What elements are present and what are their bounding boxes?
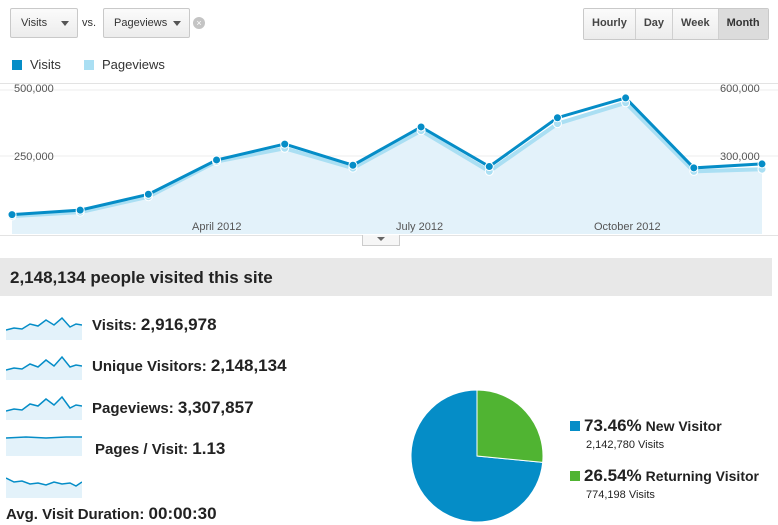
- hourly-button[interactable]: Hourly: [584, 9, 635, 39]
- metric-select-compare-value: Pageviews: [114, 17, 168, 29]
- legend-label-pageviews: Pageviews: [102, 57, 165, 72]
- visits-point-3: [212, 155, 222, 165]
- y-tick-left-500000: 500,000: [14, 83, 54, 95]
- metric-unique-visitors: Unique Visitors: 2,148,134: [92, 356, 287, 376]
- day-button[interactable]: Day: [634, 9, 673, 39]
- visits-point-10: [689, 163, 699, 173]
- summary-banner: 2,148,134 people visited this site: [0, 258, 772, 296]
- metric-avg-visit-duration-label: Avg. Visit Duration:: [6, 506, 145, 523]
- metric-visits-label: Visits:: [92, 317, 137, 334]
- granularity-toggle: Hourly Day Week Month: [583, 8, 769, 40]
- line-chart: [0, 89, 778, 234]
- x-tick-october-2012: October 2012: [594, 221, 661, 233]
- visits-point-9: [621, 93, 631, 103]
- visits-point-0: [7, 210, 17, 220]
- y-tick-left-250000: 250,000: [14, 151, 54, 163]
- visits-point-1: [75, 205, 85, 215]
- legend-swatch-visits: [12, 60, 22, 70]
- avg-visit-duration-sparkline: [6, 477, 82, 498]
- metric-select-primary-value: Visits: [21, 17, 48, 29]
- chart-top-rule: [0, 83, 778, 84]
- metric-pages-per-visit-label: Pages / Visit:: [95, 441, 189, 458]
- new-visitor-label: New Visitor: [645, 418, 722, 434]
- pie-legend-returning-visitor: 26.54% Returning Visitor: [570, 466, 759, 486]
- visits-line: [11, 96, 763, 217]
- legend-visits[interactable]: Visits: [12, 57, 61, 72]
- visits-sparkline: [6, 316, 82, 340]
- pages-per-visit-sparkline: [6, 436, 82, 456]
- pageviews-sparkline: [6, 395, 82, 420]
- visits-point-8: [552, 113, 562, 123]
- metric-select-compare[interactable]: Pageviews: [103, 8, 190, 38]
- visits-point-11: [757, 159, 767, 169]
- visitor-type-pie: [410, 389, 544, 523]
- x-tick-july-2012: July 2012: [396, 221, 444, 233]
- visits-point-6: [416, 122, 426, 132]
- legend-pageviews[interactable]: Pageviews: [84, 57, 165, 72]
- returning-visitor-label: Returning Visitor: [645, 468, 759, 484]
- new-visitor-percent: 73.46%: [584, 416, 642, 435]
- week-button[interactable]: Week: [672, 9, 718, 39]
- metric-select-primary[interactable]: Visits: [10, 8, 78, 38]
- metric-pageviews: Pageviews: 3,307,857: [92, 398, 254, 418]
- metric-visits-value: 2,916,978: [140, 315, 217, 334]
- metric-avg-visit-duration: Avg. Visit Duration: 00:00:30: [6, 504, 217, 524]
- visits-point-7: [484, 162, 494, 172]
- x-tick-april-2012: April 2012: [192, 221, 242, 233]
- visits-point-5: [348, 160, 358, 170]
- returning-visitor-percent: 26.54%: [584, 466, 642, 485]
- caret-down-icon: [377, 237, 385, 241]
- visits-point-4: [280, 139, 290, 149]
- pie-legend-new-visitor: 73.46% New Visitor: [570, 416, 722, 436]
- legend-label-visits: Visits: [30, 57, 61, 72]
- pie-slice-returning-visitor: [476, 389, 544, 463]
- metric-pageviews-label: Pageviews:: [92, 400, 174, 417]
- metric-pageviews-value: 3,307,857: [177, 398, 254, 417]
- month-button[interactable]: Month: [717, 9, 768, 39]
- pageviews-area: [12, 102, 762, 234]
- metric-visits: Visits: 2,916,978: [92, 315, 217, 335]
- legend-swatch-returning-visitor: [570, 471, 580, 481]
- y-tick-right-600000: 600,000: [720, 83, 760, 95]
- clear-compare-icon[interactable]: ×: [193, 17, 205, 29]
- pageviews-line: [11, 100, 763, 219]
- y-tick-right-300000: 300,000: [720, 151, 760, 163]
- vs-label: vs.: [82, 17, 97, 29]
- legend-swatch-pageviews: [84, 60, 94, 70]
- visits-point-2: [143, 189, 153, 199]
- returning-visitor-count: 774,198 Visits: [586, 489, 655, 501]
- metric-pages-per-visit-value: 1.13: [192, 439, 226, 458]
- summary-text: 2,148,134 people visited this site: [10, 268, 273, 287]
- collapse-chart-button[interactable]: [362, 235, 400, 246]
- chevron-down-icon: [61, 21, 69, 26]
- chevron-down-icon: [173, 21, 181, 26]
- metric-unique-visitors-value: 2,148,134: [210, 356, 287, 375]
- legend-swatch-new-visitor: [570, 421, 580, 431]
- metric-pages-per-visit: Pages / Visit: 1.13: [95, 439, 225, 459]
- new-visitor-count: 2,142,780 Visits: [586, 439, 665, 451]
- unique-visitors-sparkline: [6, 355, 82, 380]
- metric-avg-visit-duration-value: 00:00:30: [148, 504, 217, 523]
- metric-unique-visitors-label: Unique Visitors:: [92, 358, 207, 375]
